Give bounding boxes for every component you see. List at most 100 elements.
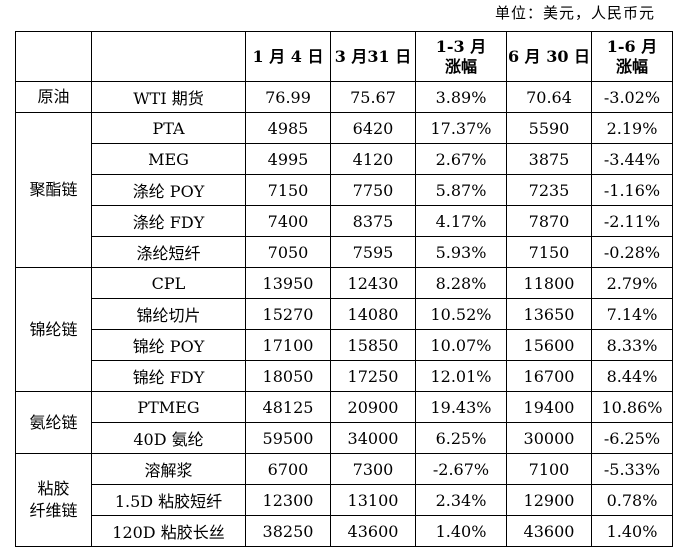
cell-jan4: 17100 (245, 329, 331, 361)
cell-q1-change: 19.43% (415, 391, 507, 423)
cell-jun30: 19400 (506, 391, 592, 423)
cell-product: 锦纶 FDY (91, 360, 246, 392)
cell-jun30: 7100 (506, 453, 592, 485)
table-row: 涤纶 FDY 7400 8375 4.17% 7870 -2.11% (16, 205, 673, 237)
cell-h1-change: 8.33% (591, 329, 673, 361)
cell-product: 涤纶 FDY (91, 205, 246, 237)
cell-jun30: 43600 (506, 515, 592, 547)
cell-q1-change: 1.40% (415, 515, 507, 547)
table-row: 锦纶 POY 17100 15850 10.07% 15600 8.33% (16, 329, 673, 361)
header-blank-product (91, 31, 246, 82)
cell-q1-change: -2.67% (415, 453, 507, 485)
table-row: 锦纶链 CPL 13950 12430 8.28% 11800 2.79% (15, 267, 673, 392)
cell-q1-change: 4.17% (415, 205, 507, 237)
table-row: 锦纶 FDY 18050 17250 12.01% 16700 8.44% (16, 360, 673, 392)
table-row: 120D 粘胶长丝 38250 43600 1.40% 43600 1.40% (16, 515, 673, 547)
header-q1-change: 1-3 月 涨幅 (415, 31, 507, 82)
cell-mar31: 20900 (330, 391, 416, 423)
cell-mar31: 6420 (330, 112, 416, 144)
cell-q1-change: 10.52% (415, 298, 507, 330)
cell-jun30: 16700 (506, 360, 592, 392)
cell-q1-change: 6.25% (415, 422, 507, 454)
cell-mar31: 14080 (330, 298, 416, 330)
table-row: 粘胶 纤维链 溶解浆 6700 7300 -2.67% 7100 -5.33% (15, 453, 673, 547)
cell-jan4: 6700 (245, 453, 331, 485)
cell-jan4: 59500 (245, 422, 331, 454)
cell-jan4: 15270 (245, 298, 331, 330)
table-row: 氨纶链 PTMEG 48125 20900 19.43% 19400 10.86% (15, 391, 673, 454)
header-mar31: 3 月31 日 (330, 31, 416, 82)
table-row: 原油 WTI 期货 76.99 75.67 3.89% 70.64 -3.02% (15, 81, 673, 113)
cell-jun30: 7150 (506, 236, 592, 268)
cell-h1-change: -3.44% (591, 143, 673, 175)
price-table: 1 月 4 日 3 月31 日 1-3 月 涨幅 6 月 30 日 1-6 月 … (15, 31, 673, 547)
cell-h1-change: 1.40% (591, 515, 673, 547)
cell-jan4: 7050 (245, 236, 331, 268)
cell-jan4: 12300 (245, 484, 331, 516)
cell-mar31: 17250 (330, 360, 416, 392)
header-blank-group (15, 31, 92, 82)
cell-jun30: 12900 (506, 484, 592, 516)
cell-product: WTI 期货 (91, 81, 246, 113)
cell-q1-change: 5.93% (415, 236, 507, 268)
cell-mar31: 4120 (330, 143, 416, 175)
cell-product: 溶解浆 (91, 453, 246, 485)
cell-q1-change: 2.67% (415, 143, 507, 175)
cell-product: 1.5D 粘胶短纤 (91, 484, 246, 516)
cell-jun30: 3875 (506, 143, 592, 175)
header-jan4: 1 月 4 日 (245, 31, 331, 82)
cell-jan4: 38250 (245, 515, 331, 547)
cell-jan4: 76.99 (245, 81, 331, 113)
cell-jan4: 7150 (245, 174, 331, 206)
header-h1-change-line1: 1-6 月 (606, 36, 658, 56)
cell-product: 涤纶短纤 (91, 236, 246, 268)
cell-mar31: 15850 (330, 329, 416, 361)
cell-product: 锦纶切片 (91, 298, 246, 330)
cell-product: PTMEG (91, 391, 246, 423)
header-h1-change: 1-6 月 涨幅 (591, 31, 673, 82)
cell-h1-change: 2.19% (591, 112, 673, 144)
cell-product: 涤纶 POY (91, 174, 246, 206)
cell-product: MEG (91, 143, 246, 175)
cell-q1-change: 12.01% (415, 360, 507, 392)
cell-mar31: 7595 (330, 236, 416, 268)
table-row: 锦纶切片 15270 14080 10.52% 13650 7.14% (16, 298, 673, 330)
cell-q1-change: 5.87% (415, 174, 507, 206)
cell-mar31: 75.67 (330, 81, 416, 113)
cell-jun30: 70.64 (506, 81, 592, 113)
group-name-line: 锦纶链 (29, 319, 78, 339)
cell-mar31: 8375 (330, 205, 416, 237)
table-row: 聚酯链 PTA 4985 6420 17.37% 5590 2.19% (15, 112, 673, 268)
table-row: 涤纶短纤 7050 7595 5.93% 7150 -0.28% (16, 236, 673, 268)
table-row: 1.5D 粘胶短纤 12300 13100 2.34% 12900 0.78% (16, 484, 673, 516)
group-name-line: 纤维链 (29, 501, 78, 520)
cell-h1-change: -1.16% (591, 174, 673, 206)
cell-h1-change: 0.78% (591, 484, 673, 516)
cell-product: 锦纶 POY (91, 329, 246, 361)
header-jun30: 6 月 30 日 (506, 31, 592, 82)
header-h1-change-line2: 涨幅 (615, 56, 648, 76)
cell-product: 40D 氨纶 (91, 422, 246, 454)
cell-h1-change: -5.33% (591, 453, 673, 485)
cell-product: 120D 粘胶长丝 (91, 515, 246, 547)
unit-note: 单位：美元，人民币元 (494, 4, 655, 22)
cell-jan4: 4995 (245, 143, 331, 175)
cell-group-name: 氨纶链 (15, 391, 92, 454)
cell-jan4: 48125 (245, 391, 331, 423)
cell-q1-change: 8.28% (415, 267, 507, 299)
cell-jun30: 15600 (506, 329, 592, 361)
cell-mar31: 13100 (330, 484, 416, 516)
cell-group-name: 锦纶链 (15, 267, 92, 392)
cell-group-name: 原油 (15, 81, 92, 113)
cell-jun30: 11800 (506, 267, 592, 299)
cell-jun30: 30000 (506, 422, 592, 454)
cell-mar31: 7750 (330, 174, 416, 206)
header-q1-change-line2: 涨幅 (444, 56, 477, 76)
cell-h1-change: -2.11% (591, 205, 673, 237)
cell-group-name: 聚酯链 (15, 112, 92, 268)
group-name-line: 粘胶 (37, 479, 70, 498)
cell-jun30: 5590 (506, 112, 592, 144)
cell-jan4: 18050 (245, 360, 331, 392)
cell-product: CPL (91, 267, 246, 299)
cell-h1-change: -3.02% (591, 81, 673, 113)
